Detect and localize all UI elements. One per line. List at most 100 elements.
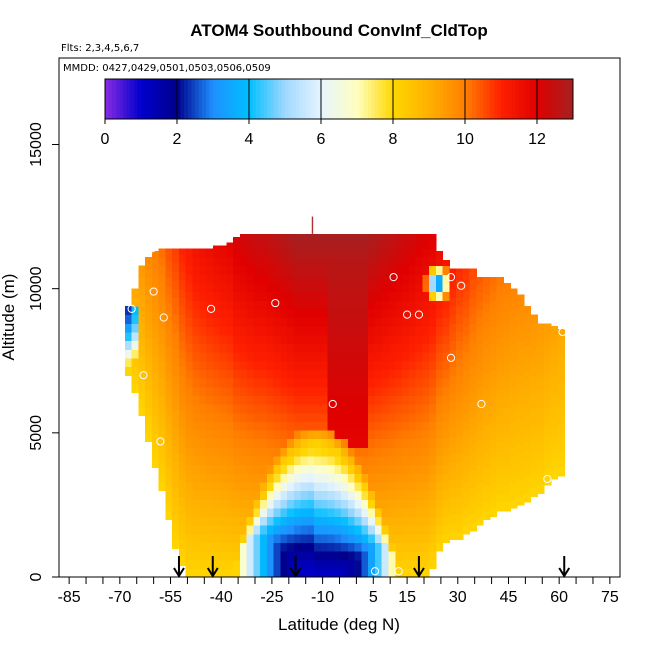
heatmap-cell [273, 507, 281, 518]
colorbar-segment [421, 79, 426, 119]
heatmap-cell [293, 481, 302, 492]
heatmap-cell [347, 516, 356, 526]
heatmap-cell [469, 331, 477, 342]
heatmap-cell [239, 559, 248, 569]
heatmap-cell [341, 499, 349, 509]
heatmap-cell [212, 421, 221, 431]
heatmap-cell [253, 274, 261, 284]
heatmap-cell [239, 473, 248, 483]
heatmap-cell [287, 378, 295, 388]
colorbar-segment [148, 79, 153, 119]
heatmap-cell [280, 233, 288, 241]
heatmap-cell [483, 389, 491, 399]
heatmap-cell [192, 421, 200, 431]
heatmap-cell [253, 464, 261, 474]
colorbar-tick-label: 6 [317, 131, 326, 148]
heatmap-cell [422, 282, 430, 293]
heatmap-cell [469, 375, 477, 385]
x-tick-label: 5 [369, 589, 378, 606]
heatmap-cell [185, 533, 194, 543]
heatmap-column [314, 233, 322, 578]
heatmap-cell [347, 300, 356, 310]
heatmap-cell [361, 239, 369, 249]
heatmap-cell [239, 343, 248, 353]
heatmap-cell [287, 447, 295, 457]
colorbar-segment [403, 79, 408, 119]
heatmap-cell [246, 525, 254, 535]
heatmap-cell [510, 473, 518, 483]
heatmap-cell [476, 429, 484, 440]
heatmap-column [476, 277, 484, 526]
heatmap-cell [172, 453, 180, 463]
heatmap-cell [246, 499, 254, 509]
heatmap-cell [219, 490, 227, 500]
heatmap-cell [192, 412, 200, 422]
heatmap-cell [435, 412, 444, 422]
heatmap-cell [496, 398, 505, 408]
heatmap-cell [185, 291, 194, 301]
heatmap-cell [442, 499, 450, 509]
heatmap-cell [239, 507, 248, 518]
heatmap-cell [320, 481, 329, 492]
colorbar-segment [378, 79, 383, 119]
heatmap-cell [314, 308, 322, 319]
heatmap-cell [361, 308, 369, 319]
colorbar-segment [159, 79, 164, 119]
heatmap-cell [307, 300, 315, 310]
heatmap-cell [219, 360, 227, 370]
colorbar-segment [461, 79, 466, 119]
heatmap-cell [442, 308, 450, 319]
heatmap-cell [483, 294, 491, 304]
heatmap-cell [510, 412, 518, 422]
heatmap-cell [253, 507, 261, 518]
heatmap-cell [408, 282, 417, 293]
colorbar-segment [112, 79, 117, 119]
heatmap-cell [510, 378, 518, 388]
heatmap-cell [381, 265, 390, 275]
heatmap-cell [402, 386, 410, 396]
heatmap-cell [503, 303, 511, 313]
heatmap-cell [347, 568, 356, 578]
heatmap-cell [483, 285, 491, 296]
heatmap-cell [483, 510, 491, 520]
heatmap-cell [280, 239, 288, 249]
heatmap-cell [449, 409, 457, 420]
colorbar-segment [490, 79, 495, 119]
heatmap-cell [138, 277, 146, 287]
heatmap-cell [320, 369, 329, 379]
heatmap-cell [402, 473, 410, 483]
heatmap-cell [408, 265, 417, 275]
heatmap-cell [145, 372, 153, 382]
heatmap-cell [300, 256, 308, 267]
heatmap-cell [266, 300, 275, 310]
heatmap-cell [131, 323, 140, 333]
y-tick-label: 0 [28, 572, 45, 581]
heatmap-cell [314, 334, 322, 345]
heatmap-cell [260, 404, 268, 414]
heatmap-cell [489, 308, 498, 319]
heatmap-cell [442, 386, 450, 396]
heatmap-cell [314, 265, 322, 275]
heatmap-cell [327, 559, 336, 569]
heatmap-cell [327, 386, 336, 396]
heatmap-cell [172, 305, 180, 316]
heatmap-column [185, 248, 194, 578]
heatmap-column [334, 233, 342, 578]
heatmap-cell [347, 248, 356, 258]
heatmap-cell [199, 421, 207, 431]
heatmap-cell [260, 274, 268, 284]
heatmap-cell [165, 363, 173, 373]
heatmap-cell [341, 352, 349, 362]
heatmap-cell [185, 395, 194, 405]
heatmap-cell [347, 256, 356, 267]
heatmap-cell [408, 395, 417, 405]
heatmap-cell [327, 568, 336, 578]
heatmap-cell [449, 314, 457, 324]
heatmap-cell [192, 447, 200, 457]
heatmap-cell [388, 490, 396, 500]
heatmap-cell [192, 326, 200, 336]
heatmap-cell [388, 412, 396, 422]
heatmap-cell [402, 282, 410, 293]
heatmap-cell [429, 326, 437, 336]
heatmap-cell [347, 499, 356, 509]
